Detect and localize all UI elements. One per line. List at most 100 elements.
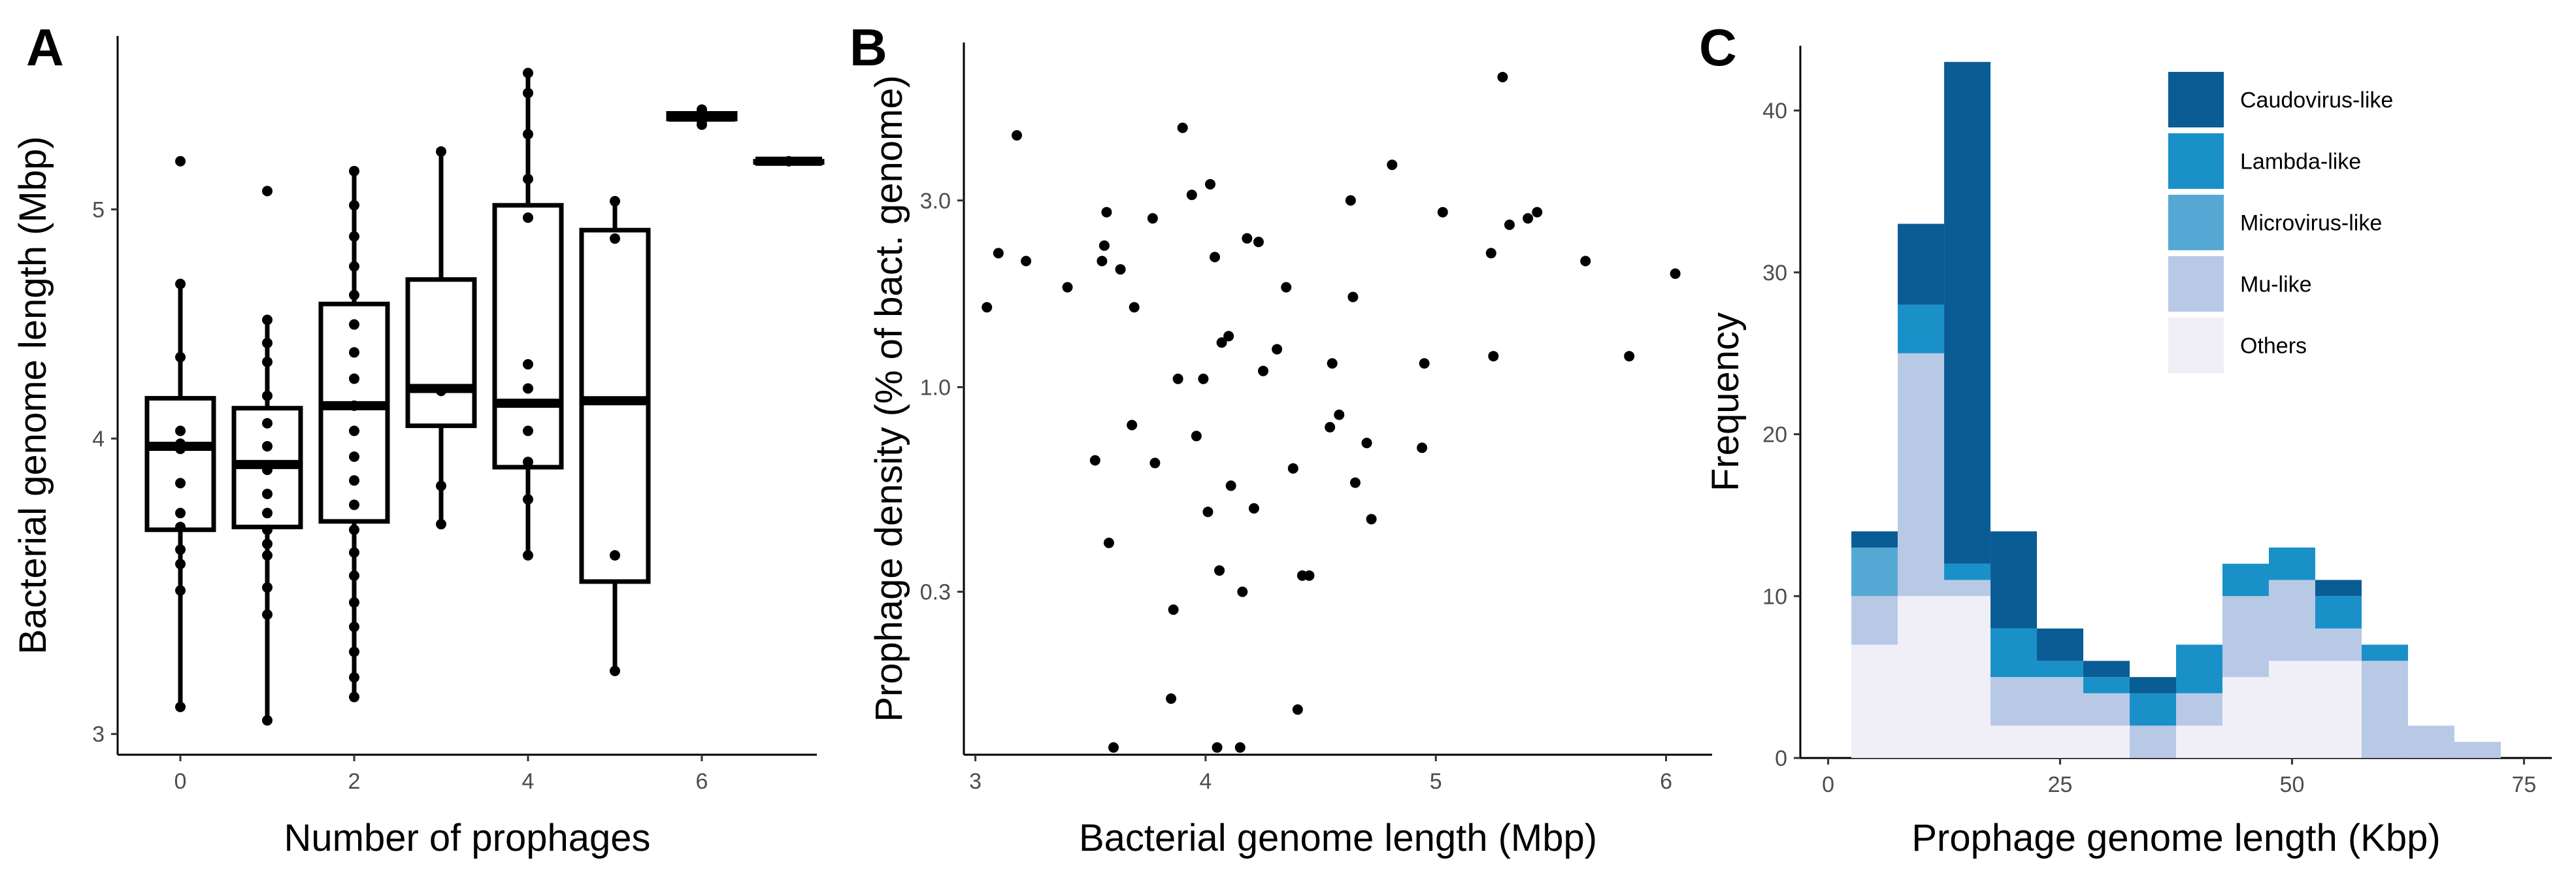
- panel-c-y-tick-label: 10: [1762, 584, 1787, 609]
- panel-b-point: [1214, 565, 1225, 576]
- panel-a-point: [262, 550, 272, 561]
- panel-b-point: [1202, 506, 1214, 518]
- panel-a-point: [349, 400, 359, 411]
- panel-b-point: [1225, 480, 1236, 491]
- panel-b-point: [1532, 206, 1543, 218]
- panel-a-point: [262, 524, 272, 535]
- panel-b-point: [1089, 455, 1100, 466]
- panel-c-bar-lambda-like: [2176, 644, 2222, 693]
- panel-b-point: [1062, 282, 1073, 293]
- panel-c-bar-lambda-like: [1944, 563, 1991, 580]
- panel-b-point: [1097, 255, 1108, 267]
- panel-b-point: [1523, 213, 1534, 224]
- panel-a-point: [349, 499, 359, 510]
- panel-a-point: [523, 550, 533, 561]
- panel-b-point: [1387, 159, 1398, 171]
- panel-c-bar-lambda-like: [2361, 644, 2408, 661]
- panel-b-point: [1304, 570, 1315, 581]
- panel-a-y-tick-label: 3: [92, 722, 105, 747]
- panel-b-point: [1021, 255, 1032, 267]
- panel-c-bar-mu-like: [2361, 661, 2408, 758]
- panel-a-point: [523, 129, 533, 140]
- panel-a-point: [697, 104, 707, 115]
- panel-b-point: [1504, 219, 1515, 230]
- panel-a-box: [492, 203, 564, 470]
- panel-b-point: [1234, 742, 1246, 753]
- panel-b-point: [993, 248, 1004, 259]
- panel-a-point: [523, 359, 533, 370]
- panel-a-point: [175, 352, 186, 363]
- panel-b-point: [1349, 477, 1361, 488]
- panel-a-point: [523, 88, 533, 99]
- panel-c-bar-lambda-like: [2222, 563, 2269, 597]
- panel-a-point: [262, 465, 272, 475]
- panel-a-point: [175, 425, 186, 436]
- panel-c-bar-mu-like: [2407, 725, 2454, 758]
- panel-a-point: [523, 212, 533, 223]
- panel-c-bar-lambda-like: [2268, 547, 2315, 580]
- panel-a-point: [262, 440, 272, 452]
- panel-a-point: [349, 451, 359, 462]
- panel-c-bar-caudovirus-like: [2037, 628, 2084, 661]
- panel-b-point: [1242, 233, 1253, 244]
- panel-a-point: [262, 390, 272, 401]
- panel-b-point: [1204, 178, 1215, 189]
- panel-c-bar-mu-like: [2083, 693, 2130, 726]
- panel-b-point: [1098, 240, 1110, 251]
- panel-c-bar-mu-like: [2268, 580, 2315, 661]
- panel-a-y-tick-label: 5: [92, 197, 105, 222]
- panel-c-bar-others: [2176, 725, 2222, 758]
- panel-c-y-tick-label: 20: [1762, 423, 1787, 448]
- panel-c-bar-others: [2315, 661, 2362, 758]
- panel-a-y-tick-label: 4: [92, 427, 105, 452]
- panel-a-point: [262, 356, 272, 367]
- panel-b-point: [1210, 252, 1221, 263]
- panel-a-point: [175, 438, 186, 450]
- panel-b-point: [1624, 351, 1635, 362]
- panel-c-legend-label: Microvirus-like: [2240, 211, 2382, 236]
- panel-c-x-title: Prophage genome length (Kbp): [1911, 817, 2440, 859]
- panel-b-point: [1127, 420, 1138, 431]
- panel-c-bar-mu-like: [1990, 677, 2038, 726]
- panel-c-legend-label: Lambda-like: [2240, 150, 2361, 174]
- panel-c-x-tick-label: 75: [2511, 772, 2536, 797]
- panel-a-point: [175, 521, 186, 533]
- panel-a-point: [262, 508, 272, 519]
- panel-a-point: [349, 691, 359, 702]
- panel-c-bar-others: [2222, 677, 2269, 758]
- panel-a-point: [523, 494, 533, 505]
- panel-a-point: [262, 715, 272, 726]
- panel-a-point: [436, 480, 446, 491]
- panel-a-point: [349, 200, 359, 211]
- panel-c-bar-lambda-like: [2130, 693, 2176, 726]
- panel-a-point: [349, 373, 359, 384]
- panel-c-y-tick-label: 40: [1762, 99, 1787, 124]
- panel-b-point: [1237, 586, 1248, 597]
- panel-a-point: [610, 233, 620, 244]
- panel-a-point: [349, 570, 359, 581]
- panel-b-x-title: Bacterial genome length (Mbp): [1079, 817, 1597, 859]
- panel-b-point: [1172, 373, 1183, 384]
- panel-b-point: [1216, 337, 1227, 348]
- panel-b-point: [1580, 255, 1591, 267]
- panel-a-point: [523, 67, 533, 78]
- panel-b-point: [1191, 431, 1202, 442]
- panel-b-point: [1253, 237, 1264, 248]
- panel-c-x-tick-label: 25: [2048, 772, 2073, 797]
- panel-c-y-tick-label: 30: [1762, 261, 1787, 286]
- panel-b-y-title: Prophage density (% of bact. genome): [868, 75, 910, 722]
- panel-c-legend-label: Others: [2240, 334, 2307, 359]
- panel-c-bar-others: [1851, 644, 1898, 758]
- panel-b-point: [1419, 358, 1430, 369]
- panel-b-point: [1149, 457, 1161, 469]
- panel-c-bar-others: [1944, 596, 1991, 758]
- panel-b-point: [1177, 122, 1188, 133]
- panel-c-bar-mu-like: [2222, 596, 2269, 678]
- panel-b-point: [1281, 282, 1292, 293]
- panel-b-point: [1258, 365, 1268, 376]
- panel-c-legend-swatch: [2168, 256, 2224, 312]
- panel-a-point: [523, 173, 533, 184]
- panel-c-legend-label: Caudovirus-like: [2240, 88, 2393, 113]
- panel-c-bar-caudovirus-like: [2315, 580, 2362, 597]
- panel-c-bar-caudovirus-like: [1990, 531, 2038, 629]
